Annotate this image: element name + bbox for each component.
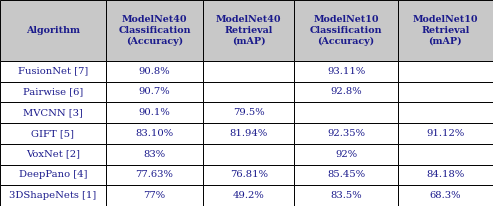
Bar: [203, 144, 294, 165]
Text: 83%: 83%: [143, 150, 166, 159]
Bar: [106, 123, 203, 144]
Bar: [294, 144, 398, 165]
Bar: [398, 82, 493, 102]
Bar: [398, 102, 493, 123]
Bar: [0, 82, 106, 102]
Bar: [106, 61, 203, 82]
Bar: [398, 165, 493, 185]
Text: 77%: 77%: [143, 191, 166, 200]
Bar: [203, 82, 294, 102]
Bar: [0, 185, 106, 206]
Bar: [0, 165, 106, 185]
Text: DeepPano [4]: DeepPano [4]: [19, 170, 87, 179]
Text: 90.7%: 90.7%: [139, 87, 171, 96]
Text: 93.11%: 93.11%: [327, 67, 365, 76]
Bar: [106, 165, 203, 185]
Bar: [203, 102, 294, 123]
Bar: [203, 123, 294, 144]
Text: 79.5%: 79.5%: [233, 108, 265, 117]
Bar: [294, 185, 398, 206]
Text: 90.8%: 90.8%: [139, 67, 171, 76]
Text: 92%: 92%: [335, 150, 357, 159]
Text: 85.45%: 85.45%: [327, 170, 365, 179]
Text: 77.63%: 77.63%: [136, 170, 174, 179]
Bar: [294, 0, 398, 61]
Text: GIFT [5]: GIFT [5]: [32, 129, 74, 138]
Bar: [203, 61, 294, 82]
Text: MVCNN [3]: MVCNN [3]: [23, 108, 83, 117]
Text: 81.94%: 81.94%: [230, 129, 268, 138]
Bar: [294, 82, 398, 102]
Bar: [0, 102, 106, 123]
Bar: [106, 0, 203, 61]
Bar: [398, 0, 493, 61]
Text: 91.12%: 91.12%: [426, 129, 464, 138]
Text: 68.3%: 68.3%: [430, 191, 461, 200]
Bar: [106, 82, 203, 102]
Text: 92.35%: 92.35%: [327, 129, 365, 138]
Text: 49.2%: 49.2%: [233, 191, 265, 200]
Text: 83.10%: 83.10%: [136, 129, 174, 138]
Bar: [398, 123, 493, 144]
Bar: [294, 61, 398, 82]
Bar: [203, 165, 294, 185]
Text: Pairwise [6]: Pairwise [6]: [23, 87, 83, 96]
Text: FusionNet [7]: FusionNet [7]: [18, 67, 88, 76]
Text: ModelNet10
Classification
(Accuracy): ModelNet10 Classification (Accuracy): [310, 15, 383, 46]
Bar: [294, 123, 398, 144]
Text: VoxNet [2]: VoxNet [2]: [26, 150, 80, 159]
Bar: [398, 144, 493, 165]
Bar: [0, 123, 106, 144]
Bar: [106, 144, 203, 165]
Bar: [0, 0, 106, 61]
Bar: [294, 165, 398, 185]
Bar: [398, 185, 493, 206]
Text: 92.8%: 92.8%: [330, 87, 362, 96]
Text: ModelNet40
Classification
(Accuracy): ModelNet40 Classification (Accuracy): [118, 15, 191, 46]
Bar: [203, 185, 294, 206]
Bar: [294, 102, 398, 123]
Text: ModelNet40
Retrieval
(mAP): ModelNet40 Retrieval (mAP): [216, 15, 282, 46]
Bar: [398, 61, 493, 82]
Bar: [203, 0, 294, 61]
Text: 76.81%: 76.81%: [230, 170, 268, 179]
Text: ModelNet10
Retrieval
(mAP): ModelNet10 Retrieval (mAP): [413, 15, 478, 46]
Bar: [106, 185, 203, 206]
Bar: [106, 102, 203, 123]
Text: 84.18%: 84.18%: [426, 170, 464, 179]
Bar: [0, 144, 106, 165]
Text: Algorithm: Algorithm: [26, 26, 80, 35]
Text: 83.5%: 83.5%: [330, 191, 362, 200]
Text: 3DShapeNets [1]: 3DShapeNets [1]: [9, 191, 97, 200]
Bar: [0, 61, 106, 82]
Text: 90.1%: 90.1%: [139, 108, 171, 117]
